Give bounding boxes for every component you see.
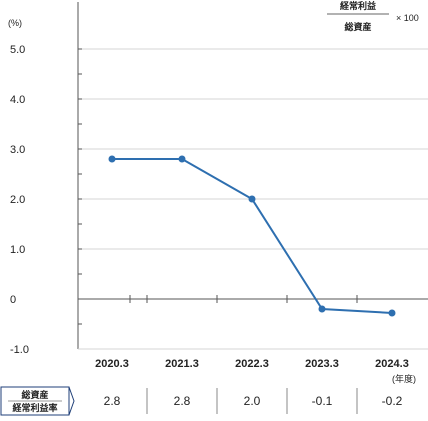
x-unit-label: (年度) <box>392 373 416 384</box>
formula: 経常利益 総資産 × 100 <box>327 0 419 32</box>
data-point <box>318 305 326 313</box>
y-tick-label: -1.0 <box>10 344 29 356</box>
formula-multiplier: × 100 <box>396 13 419 23</box>
y-tick-label: 1.0 <box>10 244 25 256</box>
y-axis-ticks: 5.0 4.0 3.0 2.0 1.0 0 -1.0 <box>10 44 29 356</box>
series-line <box>112 158 393 314</box>
row-value: 2.0 <box>244 394 261 408</box>
y-tick-label: 2.0 <box>10 194 25 206</box>
series-layer <box>108 155 396 317</box>
row-values: 2.8 2.8 2.0 -0.1 -0.2 <box>104 388 403 414</box>
row-label-numerator: 総資産 <box>21 389 48 400</box>
row-value: 2.8 <box>104 394 121 408</box>
data-point <box>248 195 256 203</box>
formula-denominator: 総資産 <box>344 21 371 32</box>
data-point <box>178 155 186 163</box>
x-category-label: 2024.3 <box>375 358 409 370</box>
row-value: -0.1 <box>312 394 333 408</box>
row-label-arrow <box>68 386 75 416</box>
x-axis-categories: 2020.3 2021.3 2022.3 2023.3 2024.3 <box>95 358 409 370</box>
x-category-label: 2021.3 <box>165 358 199 370</box>
data-point <box>108 155 116 163</box>
x-category-label: 2022.3 <box>235 358 269 370</box>
grid-lines <box>77 2 428 350</box>
y-tick-label: 0 <box>10 294 16 306</box>
y-tick-label: 3.0 <box>10 144 25 156</box>
y-tick-label: 4.0 <box>10 94 25 106</box>
row-label-denominator: 経常利益率 <box>12 402 57 413</box>
row-value: -0.2 <box>382 394 403 408</box>
data-point <box>388 309 396 317</box>
y-tick-label: 5.0 <box>10 44 25 56</box>
x-category-label: 2023.3 <box>305 358 339 370</box>
y-unit-label: (%) <box>8 18 22 28</box>
data-table-row: 総資産 経常利益率 2.8 2.8 2.0 -0.1 -0.2 <box>0 386 403 416</box>
x-category-label: 2020.3 <box>95 358 129 370</box>
row-value: 2.8 <box>174 394 191 408</box>
formula-numerator: 経常利益 <box>340 0 376 11</box>
